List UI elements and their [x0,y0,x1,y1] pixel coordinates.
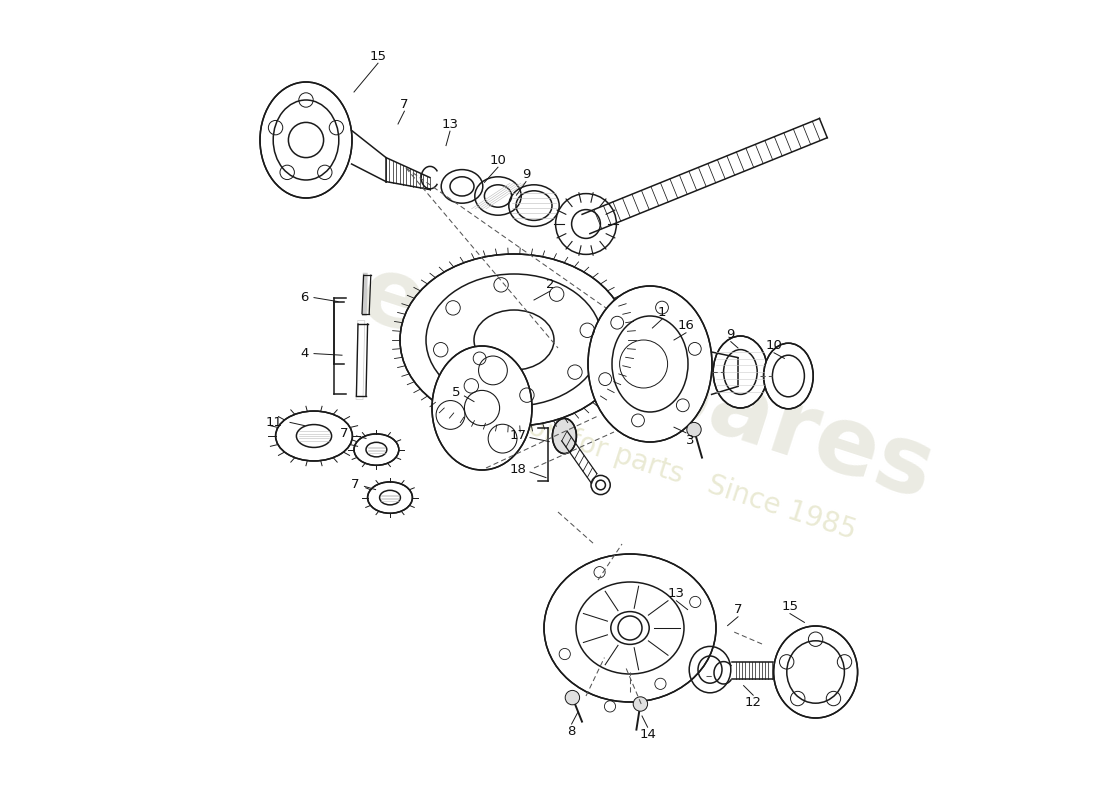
Circle shape [556,194,616,254]
Ellipse shape [763,343,813,409]
Text: 18: 18 [509,463,527,476]
Ellipse shape [588,286,712,442]
Text: 7: 7 [340,427,349,440]
Text: a passion for parts   Since 1985: a passion for parts Since 1985 [432,382,860,546]
Text: 7: 7 [400,98,409,110]
Text: 2: 2 [546,278,554,290]
Text: 13: 13 [668,587,685,600]
Text: 7: 7 [734,603,742,616]
Text: 16: 16 [678,319,694,332]
Ellipse shape [400,254,628,426]
Text: 3: 3 [685,434,694,446]
Text: 6: 6 [300,291,309,304]
Text: 13: 13 [441,118,459,130]
Text: 4: 4 [300,347,309,360]
Text: 5: 5 [452,386,461,398]
Text: 7: 7 [351,478,359,490]
Text: 15: 15 [781,600,799,613]
Text: 10: 10 [766,339,782,352]
Ellipse shape [552,418,576,454]
Text: 12: 12 [745,696,761,709]
Text: 14: 14 [639,728,656,741]
Text: 11: 11 [265,416,283,429]
Ellipse shape [260,82,352,198]
Text: 9: 9 [521,168,530,181]
Ellipse shape [367,482,412,514]
Text: 8: 8 [568,725,575,738]
Ellipse shape [544,554,716,702]
Text: eurospares: eurospares [348,248,944,520]
Text: 1: 1 [658,306,667,318]
Text: 15: 15 [370,50,386,62]
Text: 17: 17 [509,429,527,442]
Circle shape [565,690,580,705]
Circle shape [686,422,701,437]
Text: 10: 10 [490,154,506,166]
Text: 9: 9 [727,328,735,341]
Ellipse shape [773,626,858,718]
Ellipse shape [713,336,768,408]
Ellipse shape [354,434,399,466]
Circle shape [634,697,648,711]
Ellipse shape [276,411,352,461]
Ellipse shape [432,346,532,470]
